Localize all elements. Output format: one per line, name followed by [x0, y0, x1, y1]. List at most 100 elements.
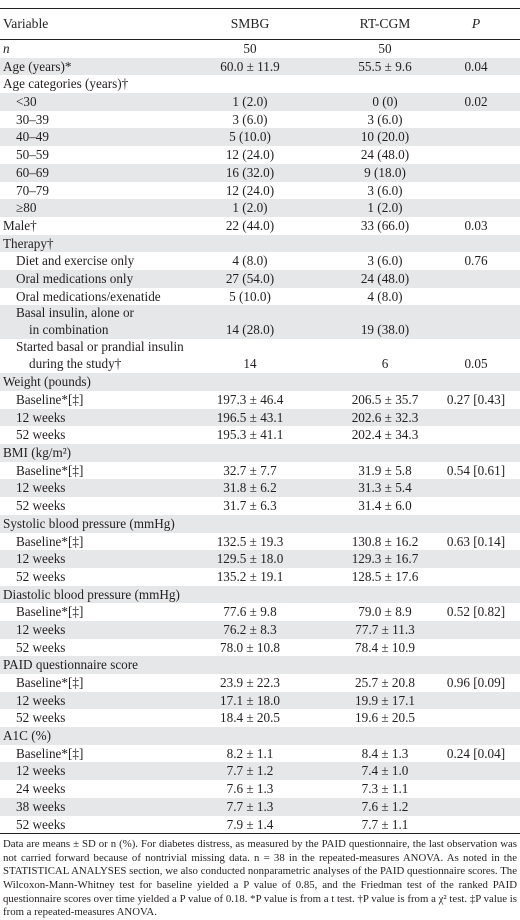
table-row: n 50 50: [0, 40, 520, 58]
smbg-value: 197.3 ± 46.4: [216, 392, 284, 407]
row-label: A1C (%): [3, 728, 51, 744]
smbg-value: 5 (10.0): [229, 129, 271, 145]
rtcgm-value: 0 (0): [372, 94, 398, 110]
row-label: 12 weeks: [16, 763, 66, 779]
rtcgm-value: 130.8 ± 16.2: [351, 533, 419, 549]
row-label: 52 weeks: [16, 498, 66, 514]
table-row: Oral medications/exenatide 5 (10.0) 4 (8.0…: [0, 288, 520, 306]
smbg-value: 22 (44.0): [225, 217, 275, 233]
smbg-value: 4 (8.0): [232, 253, 268, 269]
row-label: 70–79: [16, 182, 49, 198]
smbg-value: 129.5 ± 18.0: [216, 551, 284, 567]
rtcgm-value: 8.4 ± 1.3: [361, 745, 409, 761]
smbg-value: 31.7 ± 6.3: [223, 498, 277, 514]
rtcgm-value: 7.6 ± 1.2: [361, 798, 409, 814]
rtcgm-value: 129.3 ± 16.7: [351, 551, 419, 567]
table-row: Systolic blood pressure (mmHg): [0, 514, 520, 533]
table-row: 12 weeks 31.8 ± 6.2 31.3 ± 5.4: [0, 479, 520, 498]
rtcgm-value: 3 (6.0): [367, 253, 403, 269]
rtcgm-value: 7.3 ± 1.1: [361, 781, 409, 797]
smbg-value: 5 (10.0): [229, 288, 271, 304]
row-label: Age categories (years)†: [3, 76, 129, 92]
smbg-value: 60.0 ± 11.9: [220, 58, 280, 74]
p-value: 0.76: [464, 253, 488, 269]
table-row: Diet and exercise only 4 (8.0) 3 (6.0) 0.76: [0, 252, 520, 270]
header-rtcgm: RT-CGM: [359, 16, 411, 31]
rtcgm-value: 31.4 ± 6.0: [358, 498, 412, 514]
table-row: Baseline*[‡] 77.6 ± 9.8 79.0 ± 8.9 0.52 [0.…: [0, 603, 520, 621]
table-row: Baseline*[‡] 23.9 ± 22.3 25.7 ± 20.8 0.96 […: [0, 674, 520, 692]
row-label: 12 weeks: [16, 409, 66, 425]
rtcgm-value: 3 (6.0): [367, 111, 403, 127]
smbg-value: 1 (2.0): [232, 94, 268, 110]
header-variable: Variable: [3, 16, 49, 31]
rtcgm-value: 79.0 ± 8.9: [358, 604, 412, 620]
rtcgm-value: 77.7 ± 11.3: [355, 621, 415, 637]
row-label: 12 weeks: [16, 551, 66, 567]
smbg-value: 8.2 ± 1.1: [226, 745, 274, 761]
table-row: 12 weeks 17.1 ± 18.0 19.9 ± 17.1: [0, 691, 520, 710]
table-row: 12 weeks 76.2 ± 8.3 77.7 ± 11.3: [0, 620, 520, 639]
header-p: P: [471, 16, 481, 31]
row-label: Weight (pounds): [3, 374, 91, 390]
rtcgm-value: 33 (66.0): [360, 217, 410, 233]
row-label: Oral medications only: [16, 270, 134, 286]
table-footnote: Data are means ± SD or n (%). For diabet…: [0, 834, 520, 920]
p-value: 0.04: [464, 58, 488, 74]
table-header-row: Variable SMBG RT-CGM P: [0, 9, 520, 39]
table-row: 52 weeks 31.7 ± 6.3 31.4 ± 6.0: [0, 497, 520, 515]
table-row: 60–69 16 (32.0) 9 (18.0): [0, 163, 520, 182]
rtcgm-value: 19.9 ± 17.1: [355, 692, 415, 708]
smbg-value: 31.8 ± 6.2: [223, 480, 277, 496]
table-row: 12 weeks 129.5 ± 18.0 129.3 ± 16.7: [0, 550, 520, 568]
smbg-value: 27 (54.0): [225, 270, 275, 286]
row-label: Oral medications/exenatide: [16, 288, 161, 304]
row-label: Male†: [3, 217, 37, 233]
row-label: ≥80: [16, 200, 37, 216]
row-label: 52 weeks: [16, 816, 66, 832]
rtcgm-value: 128.5 ± 17.6: [351, 568, 419, 584]
rtcgm-value: 10 (20.0): [360, 129, 410, 145]
table-row: 52 weeks 7.9 ± 1.4 7.7 ± 1.1: [0, 816, 520, 834]
row-label: BMI (kg/m²): [3, 445, 72, 461]
row-label: Diet and exercise only: [16, 253, 135, 269]
table-row: 52 weeks 18.4 ± 20.5 19.6 ± 20.5: [0, 709, 520, 727]
rtcgm-value: 7.7 ± 1.1: [361, 816, 409, 832]
row-label: 24 weeks: [16, 781, 66, 797]
row-label: 30–39: [16, 111, 49, 127]
table-row: Therapy†: [0, 234, 520, 253]
row-label: 12 weeks: [16, 692, 66, 708]
smbg-value: 135.2 ± 19.1: [216, 568, 284, 584]
row-label: 52 weeks: [16, 427, 66, 443]
rtcgm-value: 6: [381, 356, 389, 372]
table-row: 12 weeks 7.7 ± 1.2 7.4 ± 1.0: [0, 762, 520, 781]
smbg-value: 18.4 ± 20.5: [220, 710, 280, 726]
table-row: Started basal or prandial insulin during …: [0, 339, 520, 373]
smbg-value: 16 (32.0): [225, 164, 275, 180]
p-value: 0.27 [0.43]: [446, 392, 506, 407]
header-smbg: SMBG: [230, 16, 270, 31]
smbg-value: 195.3 ± 41.1: [216, 427, 284, 443]
table-row: <30 1 (2.0) 0 (0) 0.02: [0, 93, 520, 111]
rtcgm-value: 78.4 ± 10.9: [355, 639, 415, 655]
row-label: PAID questionnaire score: [3, 657, 139, 673]
table-row: 52 weeks 195.3 ± 41.1 202.4 ± 34.3: [0, 426, 520, 444]
p-value: 0.24 [0.04]: [446, 745, 506, 761]
row-label: 60–69: [16, 164, 49, 180]
smbg-value: 7.6 ± 1.3: [226, 781, 274, 797]
p-value: 0.63 [0.14]: [446, 533, 506, 549]
row-label: 50–59: [16, 147, 49, 163]
smbg-value: 32.7 ± 7.7: [223, 462, 277, 478]
table-row: PAID questionnaire score: [0, 656, 520, 674]
row-label: 52 weeks: [16, 639, 66, 655]
table-header-rule: [0, 39, 520, 40]
rtcgm-value: 24 (48.0): [360, 147, 410, 163]
row-label: 12 weeks: [16, 621, 66, 637]
row-label: Baseline*[‡]: [16, 392, 84, 407]
rtcgm-value: 31.3 ± 5.4: [358, 480, 412, 496]
row-label: Started basal or prandial insulin during …: [16, 339, 184, 372]
smbg-value: 76.2 ± 8.3: [223, 621, 277, 637]
table-row: 52 weeks 135.2 ± 19.1 128.5 ± 17.6: [0, 568, 520, 586]
smbg-value: 50: [243, 41, 257, 56]
